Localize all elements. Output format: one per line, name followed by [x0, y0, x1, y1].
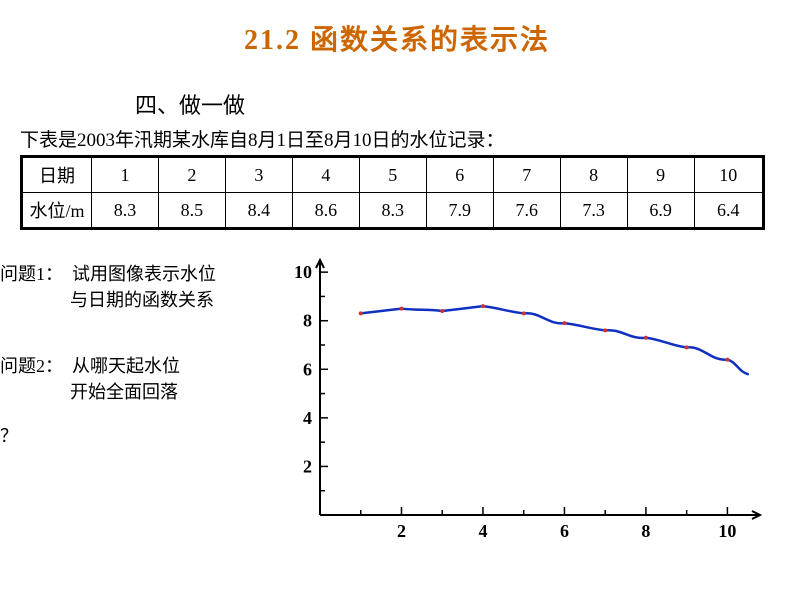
data-table-container: 日期 1 2 3 4 5 6 7 8 9 10 水位/m 8.3 8.5 8.4…	[20, 155, 774, 230]
table-cell: 7.3	[560, 193, 627, 229]
table-cell: 日期	[22, 157, 92, 193]
q2-line1: 从哪天起水位	[72, 352, 180, 378]
section-subtitle: 四、做一做	[135, 88, 794, 120]
table-cell: 1	[92, 157, 159, 193]
data-table: 日期 1 2 3 4 5 6 7 8 9 10 水位/m 8.3 8.5 8.4…	[20, 155, 765, 230]
table-cell: 8.3	[359, 193, 426, 229]
svg-text:6: 6	[560, 521, 569, 541]
q1-line1: 试用图像表示水位	[72, 260, 216, 286]
table-cell: 7.9	[426, 193, 493, 229]
svg-text:10: 10	[294, 262, 312, 282]
table-cell: 水位/m	[22, 193, 92, 229]
svg-text:8: 8	[641, 521, 650, 541]
chart-svg: 2 4 6 8 10 2 4 6 8 10	[280, 250, 770, 570]
table-cell: 7.6	[493, 193, 560, 229]
table-cell: 8.5	[158, 193, 225, 229]
svg-text:10: 10	[718, 521, 736, 541]
svg-text:4: 4	[478, 521, 487, 541]
title-text: 21.2 函数关系的表示法	[244, 25, 550, 56]
table-data-row: 水位/m 8.3 8.5 8.4 8.6 8.3 7.9 7.6 7.3 6.9…	[22, 193, 764, 229]
table-header-row: 日期 1 2 3 4 5 6 7 8 9 10	[22, 157, 764, 193]
table-cell: 8.3	[92, 193, 159, 229]
q2-line2: 开始全面回落	[70, 378, 280, 404]
table-cell: 4	[292, 157, 359, 193]
table-cell: 9	[627, 157, 694, 193]
q2-mark: ？	[0, 422, 280, 448]
svg-text:6: 6	[303, 359, 312, 379]
table-cell: 6	[426, 157, 493, 193]
table-cell: 2	[158, 157, 225, 193]
table-cell: 10	[694, 157, 763, 193]
table-cell: 6.4	[694, 193, 763, 229]
svg-text:2: 2	[397, 521, 406, 541]
svg-text:8: 8	[303, 311, 312, 331]
table-cell: 8.4	[225, 193, 292, 229]
table-cell: 6.9	[627, 193, 694, 229]
svg-text:4: 4	[303, 408, 312, 428]
questions-panel: 问题1： 试用图像表示水位 与日期的函数关系 问题2： 从哪天起水位 开始全面回…	[0, 260, 280, 448]
q1-label: 问题1：	[0, 260, 72, 286]
table-cell: 8	[560, 157, 627, 193]
q1-line2: 与日期的函数关系	[70, 286, 280, 312]
table-cell: 8.6	[292, 193, 359, 229]
table-cell: 5	[359, 157, 426, 193]
q2-label: 问题2：	[0, 352, 72, 378]
table-cell: 7	[493, 157, 560, 193]
description-text: 下表是2003年汛期某水库自8月1日至8月10日的水位记录：	[20, 125, 794, 152]
table-cell: 3	[225, 157, 292, 193]
page-title: 21.2 函数关系的表示法	[0, 0, 794, 58]
svg-text:2: 2	[303, 456, 312, 476]
chart-area: 2 4 6 8 10 2 4 6 8 10	[280, 250, 770, 570]
